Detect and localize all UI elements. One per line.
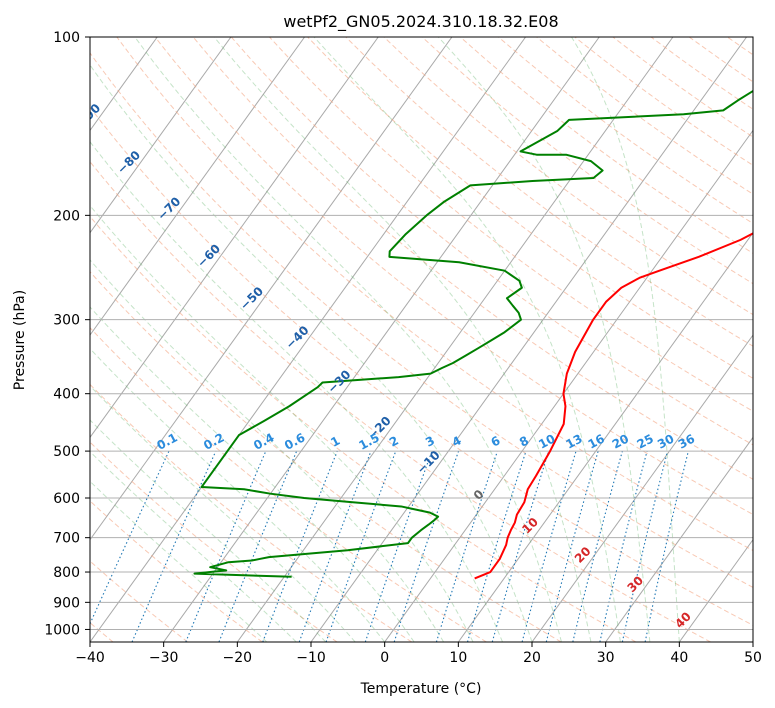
x-tick-label: −40 bbox=[75, 650, 105, 666]
isotherm-line bbox=[384, 129, 753, 642]
mixing-ratio-lines bbox=[90, 450, 689, 642]
isotherm-line bbox=[163, 37, 600, 642]
dry-adiabat-line bbox=[90, 160, 711, 642]
moist-adiabat-line bbox=[313, 37, 621, 642]
dry-adiabat-line bbox=[90, 271, 562, 642]
chart-title: wetPf2_GN05.2024.310.18.32.E08 bbox=[283, 12, 558, 32]
y-axis-ticks: 100 200 300 400 500 600 700 800 900 1000 bbox=[44, 30, 90, 638]
moist-adiabat-line bbox=[90, 204, 474, 642]
mixing-ratio-line bbox=[521, 450, 577, 642]
mixing-ratio-line bbox=[545, 450, 599, 642]
isotherm-line bbox=[90, 37, 379, 439]
isotherm-line bbox=[678, 538, 753, 642]
moist-adiabat-line bbox=[90, 347, 386, 642]
x-tick-label: −10 bbox=[296, 650, 326, 666]
x-tick-label: −20 bbox=[223, 650, 253, 666]
mixing-ratio-label: 16 bbox=[586, 431, 607, 451]
moist-adiabat-lines bbox=[90, 37, 680, 642]
mixing-ratio-line bbox=[644, 450, 689, 642]
moist-adiabat-line bbox=[213, 37, 592, 642]
mixing-ratio-label: 25 bbox=[635, 431, 656, 451]
mixing-ratio-label: 13 bbox=[563, 431, 584, 451]
x-tick-label: 10 bbox=[449, 650, 467, 666]
mixing-ratio-label: 10 bbox=[536, 431, 557, 451]
x-tick-label: 20 bbox=[523, 650, 541, 666]
y-tick-label: 1000 bbox=[44, 622, 80, 638]
mixing-ratio-line bbox=[218, 450, 298, 642]
mixing-ratio-line bbox=[185, 450, 267, 642]
mixing-ratio-line bbox=[131, 450, 217, 642]
x-tick-label: −30 bbox=[149, 650, 179, 666]
y-tick-label: 300 bbox=[53, 313, 80, 329]
mixing-ratio-label: 30 bbox=[655, 431, 676, 451]
dry-adiabat-line bbox=[192, 37, 753, 480]
dry-adiabat-line bbox=[90, 106, 753, 626]
data-series bbox=[193, 89, 753, 580]
dry-adiabat-line bbox=[90, 560, 188, 642]
isotherm-line bbox=[531, 334, 753, 642]
moist-adiabat-line bbox=[90, 140, 503, 642]
isotherm-line bbox=[90, 37, 306, 336]
y-tick-label: 400 bbox=[53, 387, 80, 403]
moist-adiabat-line bbox=[90, 259, 445, 642]
isotherm-line bbox=[605, 436, 753, 642]
dry-adiabat-line bbox=[230, 37, 753, 446]
mixing-ratio-line bbox=[393, 450, 460, 642]
isotherm-line bbox=[90, 37, 453, 541]
mixing-ratio-label: 36 bbox=[676, 431, 697, 451]
mixing-ratio-line bbox=[262, 450, 338, 642]
moist-adiabat-line bbox=[90, 64, 533, 642]
isotherm-line bbox=[236, 37, 674, 642]
mixing-ratio-label: 20 bbox=[610, 431, 631, 451]
y-tick-label: 100 bbox=[53, 30, 80, 46]
dry-adiabat-line bbox=[383, 37, 753, 316]
moist-adiabat-line bbox=[571, 37, 680, 642]
dry-adiabat-line bbox=[90, 441, 338, 642]
y-tick-label: 200 bbox=[53, 208, 80, 224]
mixing-ratio-line bbox=[621, 450, 669, 642]
x-axis-label: Temperature (°C) bbox=[360, 681, 482, 697]
temperature-line bbox=[474, 232, 753, 580]
mixing-ratio-line bbox=[572, 450, 623, 642]
mixing-ratio-line bbox=[599, 450, 648, 642]
mixing-ratio-line bbox=[364, 450, 433, 642]
moist-adiabat-line bbox=[437, 37, 651, 642]
dry-adiabat-line bbox=[116, 37, 753, 552]
x-tick-label: 0 bbox=[380, 650, 389, 666]
dry-adiabat-line bbox=[90, 52, 753, 588]
isotherm-line bbox=[457, 231, 753, 642]
x-tick-label: 50 bbox=[744, 650, 762, 666]
dry-adiabat-lines bbox=[90, 37, 753, 642]
y-tick-label: 700 bbox=[53, 531, 80, 547]
mixing-ratio-line bbox=[325, 450, 397, 642]
mixing-ratio-line bbox=[435, 450, 498, 642]
moist-adiabat-line bbox=[134, 37, 562, 642]
x-tick-label: 40 bbox=[670, 650, 688, 666]
pressure-gridlines bbox=[90, 37, 753, 630]
plot-area: −100−90−80−70−60−50−40−30−20−10010203040… bbox=[90, 37, 753, 642]
mixing-ratio-line bbox=[466, 450, 527, 642]
dewpoint-line bbox=[193, 89, 753, 578]
mixing-ratio-labels: 0.1 0.2 0.4 0.6 1 1.5 2 3 4 6 8 10 13 16 20 25 30 36 bbox=[154, 430, 697, 452]
isotherm-line bbox=[90, 37, 527, 642]
dry-adiabat-line bbox=[90, 383, 413, 642]
dry-adiabat-line bbox=[345, 37, 753, 347]
y-tick-label: 600 bbox=[53, 491, 80, 507]
plot-frame bbox=[89, 36, 754, 643]
y-tick-label: 800 bbox=[53, 565, 80, 581]
mixing-ratio-line bbox=[491, 450, 550, 642]
y-tick-label: 500 bbox=[53, 444, 80, 460]
x-tick-label: 30 bbox=[597, 650, 615, 666]
x-axis-ticks: −40 −30 −20 −10 0 10 20 30 40 50 bbox=[75, 642, 762, 666]
moist-adiabat-line bbox=[90, 385, 356, 642]
moist-adiabat-line bbox=[90, 306, 415, 642]
mixing-ratio-line bbox=[298, 450, 372, 642]
y-axis-label: Pressure (hPa) bbox=[12, 290, 28, 390]
y-tick-label: 900 bbox=[53, 595, 80, 611]
moist-adiabat-line bbox=[90, 419, 327, 642]
isotherm-line bbox=[90, 37, 232, 234]
dry-adiabat-line bbox=[90, 215, 637, 642]
